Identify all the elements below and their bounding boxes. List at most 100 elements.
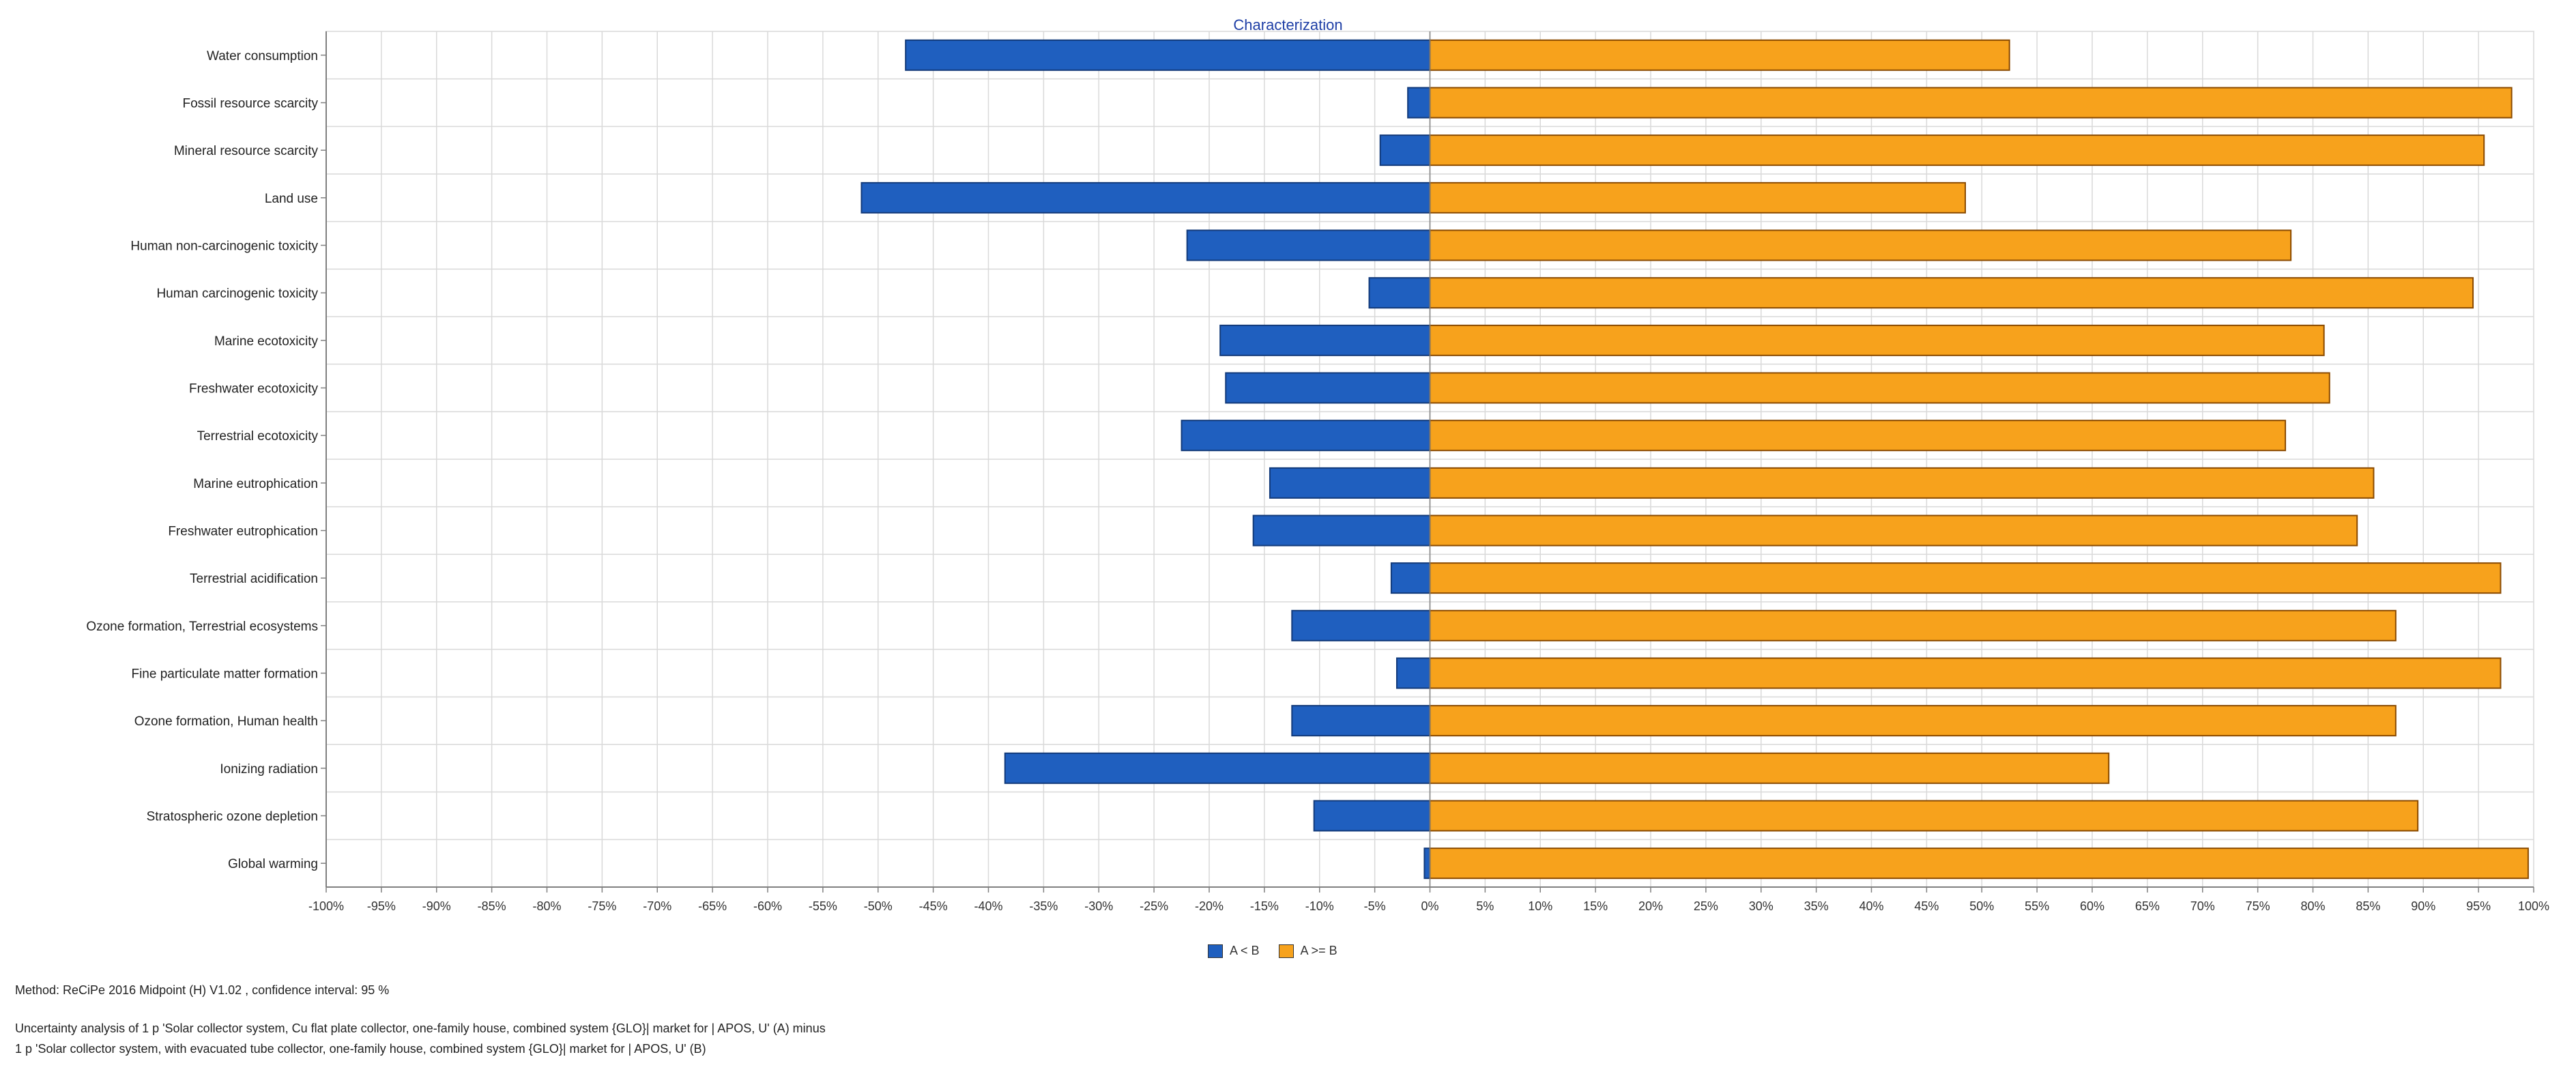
- legend-label-a-geq-b: A >= B: [1300, 944, 1337, 957]
- legend-item-a-geq-b[interactable]: A >= B: [1278, 944, 1337, 958]
- category-label: Fossil resource scarcity: [183, 97, 319, 111]
- x-tick-label: 40%: [1859, 899, 1883, 913]
- category-label: Fine particulate matter formation: [131, 667, 318, 682]
- bar-a-less-b: [1379, 134, 1431, 166]
- category-label: Ozone formation, Terrestrial ecosystems: [86, 620, 318, 634]
- category-label: Marine ecotoxicity: [214, 334, 319, 349]
- x-tick-label: 10%: [1528, 899, 1552, 913]
- bar-a-geq-b: [1429, 467, 2375, 499]
- x-tick-label: 90%: [2411, 899, 2435, 913]
- category-label: Water consumption: [207, 49, 318, 63]
- bar-a-geq-b: [1429, 324, 2325, 356]
- category-label: Human non-carcinogenic toxicity: [130, 240, 318, 254]
- category-label: Terrestrial ecotoxicity: [197, 429, 319, 444]
- bar-a-geq-b: [1429, 705, 2397, 737]
- x-tick-label: 45%: [1914, 899, 1939, 913]
- bar-a-less-b: [1181, 420, 1431, 452]
- category-label: Terrestrial acidification: [190, 572, 318, 586]
- x-tick-label: -15%: [1250, 899, 1279, 913]
- x-tick-label: -55%: [809, 899, 837, 913]
- x-tick-label: -30%: [1084, 899, 1113, 913]
- x-tick-label: -80%: [532, 899, 561, 913]
- bar-a-geq-b: [1429, 182, 1966, 214]
- x-tick-label: 95%: [2466, 899, 2491, 913]
- category-label: Global warming: [228, 857, 318, 871]
- x-tick-label: 65%: [2135, 899, 2160, 913]
- bar-a-geq-b: [1429, 609, 2397, 641]
- category-label: Marine eutrophication: [193, 477, 318, 491]
- x-tick-label: -40%: [974, 899, 1002, 913]
- bar-a-geq-b: [1429, 87, 2513, 119]
- bar-a-less-b: [1269, 467, 1431, 499]
- x-tick-label: 70%: [2190, 899, 2215, 913]
- uncertainty-note-line-2: 1 p 'Solar collector system, with evacua…: [15, 1042, 706, 1056]
- x-tick-label: 15%: [1583, 899, 1608, 913]
- x-tick-label: 0%: [1421, 899, 1438, 913]
- x-tick-label: 5%: [1476, 899, 1494, 913]
- bar-a-less-b: [1423, 847, 1431, 880]
- category-label: Mineral resource scarcity: [174, 144, 319, 158]
- x-tick-label: 30%: [1749, 899, 1774, 913]
- bar-a-geq-b: [1429, 562, 2502, 594]
- x-tick-label: -100%: [308, 899, 344, 913]
- bar-a-less-b: [1291, 609, 1431, 641]
- bar-a-less-b: [1186, 229, 1431, 261]
- bar-a-less-b: [1390, 562, 1431, 594]
- category-label: Human carcinogenic toxicity: [156, 287, 318, 301]
- category-label: Ionizing radiation: [220, 762, 318, 777]
- category-label: Land use: [265, 192, 318, 206]
- x-tick-label: -60%: [753, 899, 782, 913]
- x-tick-label: -35%: [1029, 899, 1058, 913]
- bar-a-geq-b: [1429, 39, 2010, 71]
- category-label: Freshwater ecotoxicity: [189, 382, 319, 396]
- category-label: Ozone formation, Human health: [134, 714, 318, 729]
- x-tick-label: -75%: [588, 899, 616, 913]
- x-tick-label: 85%: [2356, 899, 2380, 913]
- category-label: Freshwater eutrophication: [168, 525, 318, 539]
- bar-a-geq-b: [1429, 277, 2474, 309]
- bar-a-less-b: [905, 39, 1431, 71]
- bar-a-geq-b: [1429, 847, 2529, 880]
- chart-title: Characterization: [1233, 16, 1343, 33]
- bar-a-geq-b: [1429, 420, 2287, 452]
- legend-label-a-less-b: A < B: [1230, 944, 1260, 957]
- category-label: Stratospheric ozone depletion: [147, 810, 318, 824]
- x-tick-label: -50%: [864, 899, 893, 913]
- uncertainty-note-line-1: Uncertainty analysis of 1 p 'Solar colle…: [15, 1021, 826, 1035]
- method-note: Method: ReCiPe 2016 Midpoint (H) V1.02 ,…: [15, 983, 390, 997]
- bar-a-less-b: [860, 182, 1431, 214]
- bar-a-less-b: [1004, 752, 1431, 784]
- legend-swatch-a-geq-b: [1278, 944, 1294, 958]
- x-tick-label: 25%: [1694, 899, 1718, 913]
- x-tick-label: 50%: [1969, 899, 1994, 913]
- x-tick-label: 100%: [2518, 899, 2549, 913]
- legend-item-a-less-b[interactable]: A < B: [1208, 944, 1260, 958]
- bar-a-less-b: [1368, 277, 1431, 309]
- bar-a-geq-b: [1429, 752, 2110, 784]
- x-tick-label: -10%: [1305, 899, 1334, 913]
- bar-a-less-b: [1313, 800, 1431, 832]
- bar-a-less-b: [1252, 514, 1431, 547]
- bar-a-less-b: [1407, 87, 1431, 119]
- bar-a-less-b: [1219, 324, 1431, 356]
- x-tick-label: -65%: [698, 899, 727, 913]
- x-tick-label: -95%: [367, 899, 396, 913]
- x-tick-label: -5%: [1364, 899, 1386, 913]
- x-tick-label: 20%: [1638, 899, 1663, 913]
- bar-a-geq-b: [1429, 657, 2502, 689]
- x-tick-label: 60%: [2080, 899, 2104, 913]
- bar-a-geq-b: [1429, 800, 2419, 832]
- x-tick-label: -45%: [919, 899, 948, 913]
- x-tick-label: 55%: [2025, 899, 2049, 913]
- bar-a-geq-b: [1429, 134, 2485, 166]
- x-tick-label: -70%: [643, 899, 671, 913]
- bar-a-geq-b: [1429, 514, 2358, 547]
- x-tick-label: -90%: [422, 899, 451, 913]
- legend-swatch-a-less-b: [1208, 944, 1223, 958]
- x-tick-label: -85%: [478, 899, 506, 913]
- bar-a-less-b: [1225, 372, 1431, 404]
- bar-a-geq-b: [1429, 229, 2292, 261]
- bar-a-less-b: [1395, 657, 1431, 689]
- x-tick-label: -20%: [1195, 899, 1224, 913]
